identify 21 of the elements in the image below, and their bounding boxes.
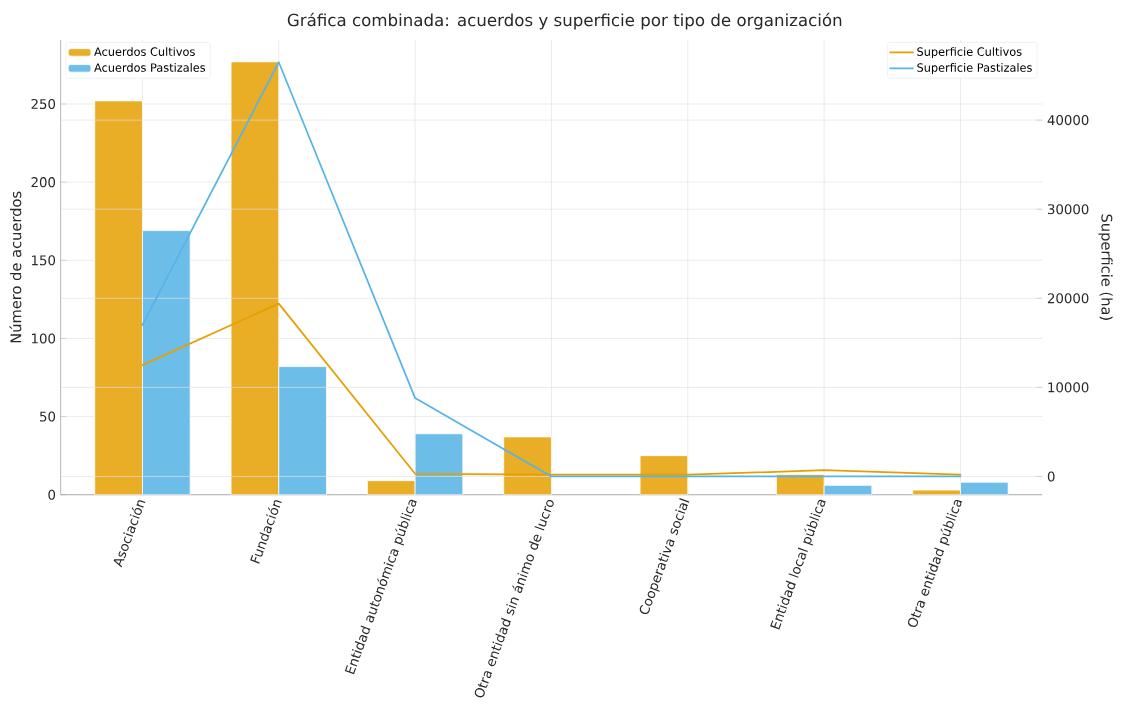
chart-title: Gráfica combinada: acuerdos y superficie por tipo de organización xyxy=(287,12,842,30)
y-tick-label: 0 xyxy=(48,489,56,500)
y-tick-label: 150 xyxy=(31,255,56,266)
bar xyxy=(230,61,280,495)
bar xyxy=(94,100,143,495)
y-tick-label: 200 xyxy=(31,177,56,188)
legend-label: Superficie Pastizales xyxy=(917,63,1032,75)
y-tick-label: 100 xyxy=(31,333,56,344)
y-tick-label: 250 xyxy=(31,98,56,110)
y-tick-label: 50 xyxy=(40,411,56,422)
y2-tick-label: 0 xyxy=(1047,471,1055,482)
y2-tick-label: 20000 xyxy=(1047,293,1089,304)
legend-label: Acuerdos Cultivos xyxy=(94,47,195,56)
y2-axis-title: Superficie (ha) xyxy=(1098,214,1113,320)
line-series xyxy=(141,302,962,476)
y-axis-title: Número de acuerdos xyxy=(9,191,22,343)
y2-tick-label: 40000 xyxy=(1047,115,1089,126)
y2-tick-label: 30000 xyxy=(1047,204,1089,215)
legend-label: Acuerdos Pastizales xyxy=(94,63,206,72)
y2-tick-label: 10000 xyxy=(1048,382,1089,393)
legend-label: Superficie Cultivos xyxy=(917,47,1022,59)
